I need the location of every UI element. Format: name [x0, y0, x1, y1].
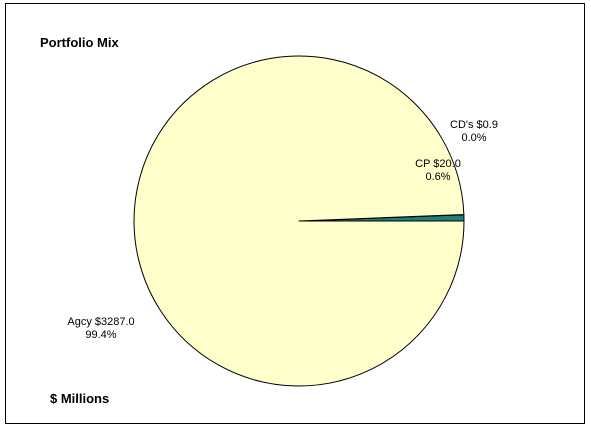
slice-percent-cp: 0.6% — [425, 171, 450, 183]
slice-label-cd-s: CD's $0.9 — [450, 119, 498, 131]
slice-percent-agcy: 99.4% — [85, 329, 116, 341]
pie-slice-agcy — [133, 55, 465, 387]
slice-percent-cd-s: 0.0% — [461, 132, 486, 144]
chart-units-note: $ Millions — [50, 391, 110, 406]
slice-label-agcy: Agcy $3287.0 — [67, 316, 134, 328]
chart-frame: Portfolio Mix CP $20.0 0.6% CD's $0.9 0.0% A… — [5, 3, 585, 424]
slice-label-cp: CP $20.0 — [415, 158, 461, 170]
chart-title: Portfolio Mix — [40, 35, 119, 50]
pie-chart: CP $20.00.6% CD's $0.90.0% Agcy $3287.099.… — [67, 55, 498, 387]
